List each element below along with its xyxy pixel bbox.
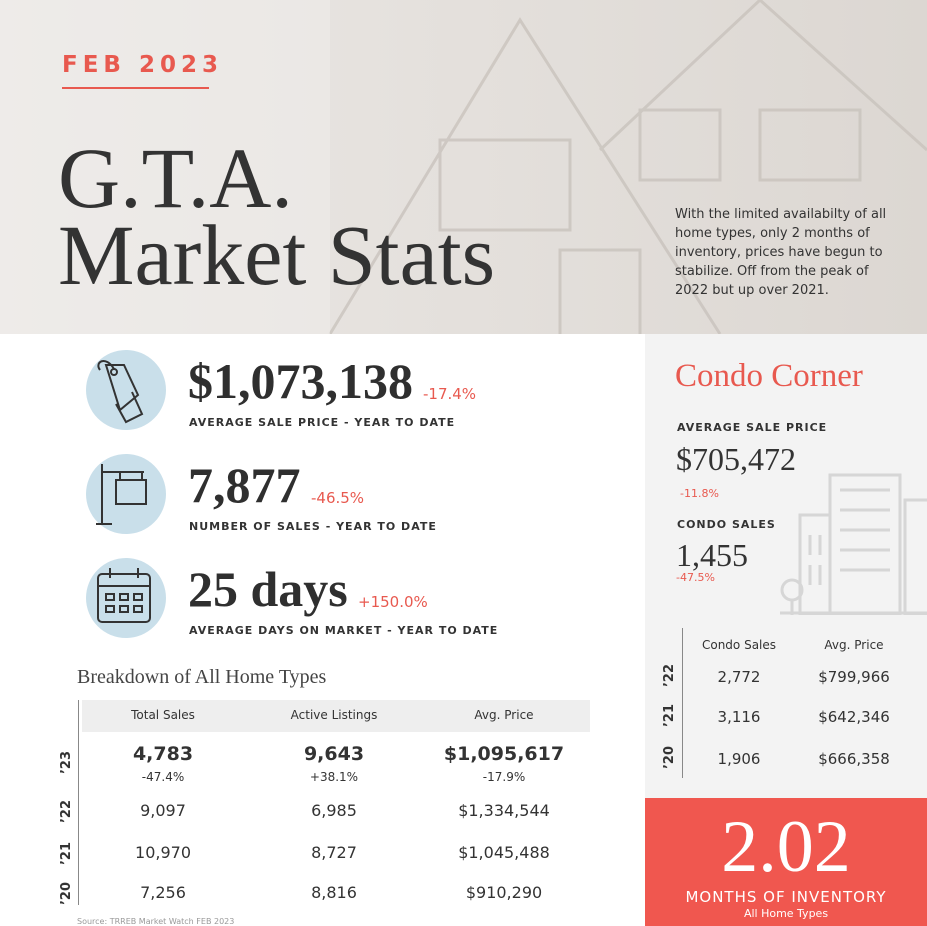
breakdown-title: Breakdown of All Home Types (77, 666, 327, 688)
year-label: ’21 (662, 703, 678, 728)
year-label: ’23 (59, 750, 75, 775)
condo-sales-label: CONDO SALES (677, 518, 776, 531)
column-header: Condo Sales (701, 638, 777, 652)
table-rule (78, 700, 79, 905)
column-header: Active Listings (290, 708, 378, 722)
condo-panel (645, 334, 927, 798)
column-header: Total Sales (131, 708, 195, 722)
year-label: ’22 (662, 663, 678, 688)
table-cell: 2,772 (717, 668, 761, 686)
table-cell: $642,346 (818, 708, 890, 726)
date: FEB 2023 (62, 52, 223, 78)
table-header-bar (82, 700, 590, 732)
stat-icon (86, 454, 166, 534)
title-line: G.T.A. (58, 130, 293, 226)
header-background (0, 0, 927, 334)
blurb: With the limited availabilty of all home… (675, 207, 887, 298)
table-cell: 1,906 (717, 750, 761, 768)
table-cell: $799,966 (818, 668, 890, 686)
stat-label: AVERAGE SALE PRICE - YEAR TO DATE (189, 416, 456, 429)
condo-title: Condo Corner (675, 358, 863, 394)
table-cell: $1,334,544 (458, 801, 550, 820)
inventory-label: MONTHS OF INVENTORY (685, 888, 887, 906)
condo-price-label: AVERAGE SALE PRICE (677, 421, 828, 434)
year-label: ’21 (59, 841, 75, 866)
condo-sales-change: -47.5% (676, 571, 715, 584)
table-cell: 9,643 (303, 743, 365, 765)
table-cell: $1,095,617 (443, 743, 565, 765)
building-illustration (780, 473, 927, 615)
table-cell: $910,290 (465, 883, 543, 902)
stat-value: $1,073,138 (188, 353, 413, 409)
table-change: +38.1% (309, 770, 359, 784)
stat-icon (86, 558, 166, 638)
table-change: -17.9% (482, 770, 526, 784)
table-cell: 6,985 (311, 801, 357, 820)
condo-price-change: -11.8% (680, 487, 719, 500)
inventory-sublabel: All Home Types (743, 907, 829, 920)
stat-change: +150.0% (358, 593, 428, 611)
source: Source: TRREB Market Watch FEB 2023 (77, 917, 235, 926)
year-label: ’22 (59, 799, 75, 824)
stat-value: 25 days (188, 561, 348, 617)
table-cell: 7,256 (140, 883, 186, 902)
stat-label: AVERAGE DAYS ON MARKET - YEAR TO DATE (189, 624, 499, 637)
condo-sales: 1,455 (676, 537, 748, 573)
table-cell: 3,116 (717, 708, 761, 726)
table-cell: 8,727 (311, 843, 357, 862)
condo-table-rule (682, 628, 683, 778)
stat-change: -46.5% (311, 489, 365, 507)
table-change: -47.4% (141, 770, 185, 784)
year-label: ’20 (59, 881, 75, 906)
stat-value: 7,877 (188, 457, 301, 513)
column-header: Avg. Price (474, 708, 534, 722)
table-cell: $1,045,488 (458, 843, 550, 862)
year-label: ’20 (662, 745, 678, 770)
inventory-box (645, 798, 927, 926)
condo-price: $705,472 (676, 441, 796, 477)
table-cell: $666,358 (818, 750, 890, 768)
column-header: Avg. Price (824, 638, 884, 652)
table-cell: 10,970 (135, 843, 191, 862)
inventory-value: 2.02 (721, 806, 851, 888)
table-cell: 8,816 (311, 883, 357, 902)
table-cell: 9,097 (140, 801, 186, 820)
stat-label: NUMBER OF SALES - YEAR TO DATE (189, 520, 437, 533)
title-line: Market Stats (58, 207, 496, 303)
table-cell: 4,783 (132, 743, 194, 765)
date-underline (62, 87, 209, 89)
stat-icon (86, 350, 166, 430)
stat-change: -17.4% (423, 385, 477, 403)
